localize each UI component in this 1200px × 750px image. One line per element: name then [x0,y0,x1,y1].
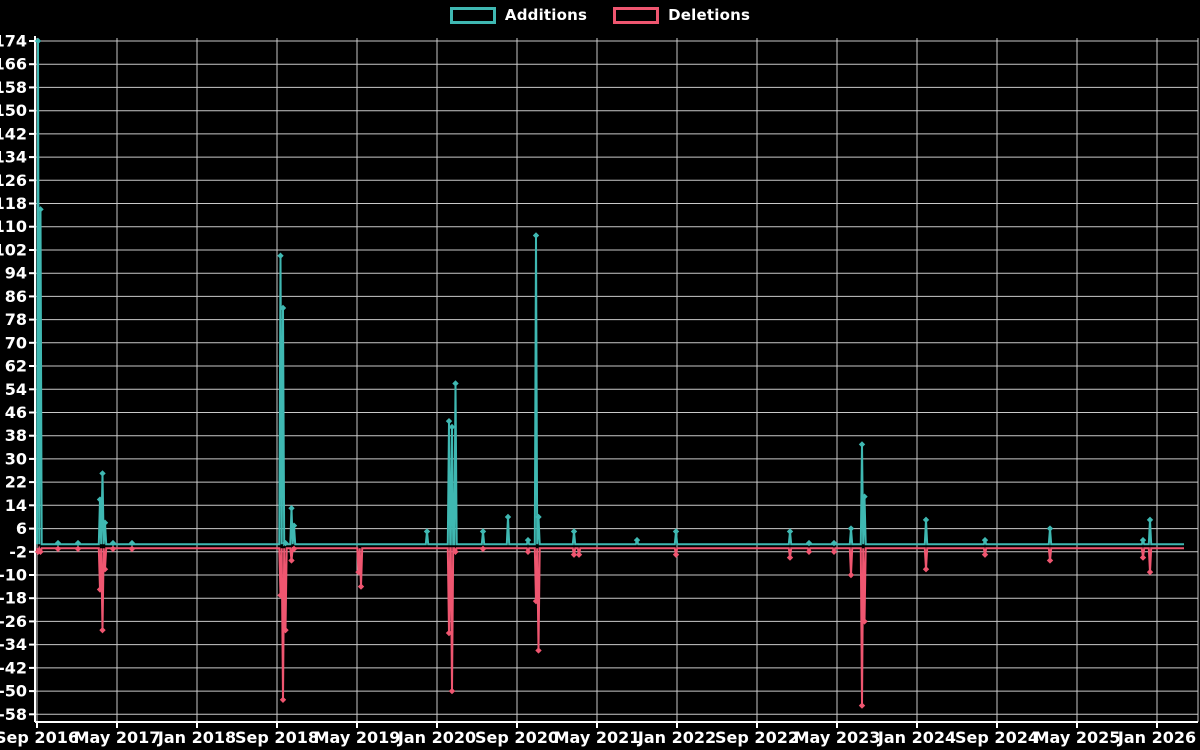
y-tick-label: 38 [5,426,27,445]
y-tick-label: 166 [0,55,27,74]
y-tick-label: 134 [0,148,27,167]
x-tick-label: May 2017 [74,728,161,747]
y-tick-label: -26 [0,612,27,631]
y-tick-label: 94 [5,264,27,283]
y-tick-label: -18 [0,589,27,608]
x-tick-label: Sep 2024 [955,728,1039,747]
y-tick-label: 158 [0,78,27,97]
y-tick-label: 102 [0,241,27,260]
x-tick-label: May 2025 [1034,728,1121,747]
y-tick-label: 70 [5,333,27,352]
y-tick-label: 30 [5,449,27,468]
x-tick-label: Sep 2022 [715,728,799,747]
additions-line [36,40,1184,547]
x-tick-label: Jan 2022 [637,728,716,747]
x-tick-label: Jan 2020 [397,728,476,747]
y-tick-label: 86 [5,287,27,306]
y-tick-label: 46 [5,403,27,422]
x-tick-label: May 2023 [794,728,881,747]
y-tick-label: -50 [0,682,27,701]
x-tick-label: Sep 2018 [235,728,319,747]
x-tick-label: Jan 2024 [877,728,956,747]
x-tick-label: May 2021 [554,728,641,747]
y-tick-label: 142 [0,124,27,143]
y-tick-label: 78 [5,310,27,329]
x-tick-label: Sep 2020 [475,728,559,747]
legend-item-deletions[interactable]: Deletions [613,6,750,24]
additions-swatch-icon [449,6,496,24]
y-tick-label: -58 [0,705,27,724]
y-tick-label: -2 [9,542,27,561]
x-tick-label: Jan 2026 [1117,728,1196,747]
y-tick-label: 54 [5,380,27,399]
y-tick-label: 22 [5,473,27,492]
x-tick-label: Jan 2018 [157,728,236,747]
y-tick-label: -10 [0,566,27,585]
y-tick-label: 126 [0,171,27,190]
y-tick-label: 150 [0,101,27,120]
x-tick-label: Sep 2016 [0,728,79,747]
y-tick-label: 110 [0,217,27,236]
y-tick-label: 174 [0,32,27,51]
y-tick-label: 14 [5,496,27,515]
legend-additions-label: Additions [504,6,588,24]
x-tick-label: May 2019 [314,728,401,747]
deletions-swatch-icon [613,6,660,24]
y-tick-label: 62 [5,357,27,376]
y-tick-label: 6 [16,519,27,538]
y-tick-label: 118 [0,194,27,213]
y-tick-label: -42 [0,658,27,677]
legend-deletions-label: Deletions [668,6,751,24]
y-tick-label: -34 [0,635,27,654]
legend-item-additions[interactable]: Additions [449,6,588,24]
chart-legend: Additions Deletions [0,6,1200,24]
